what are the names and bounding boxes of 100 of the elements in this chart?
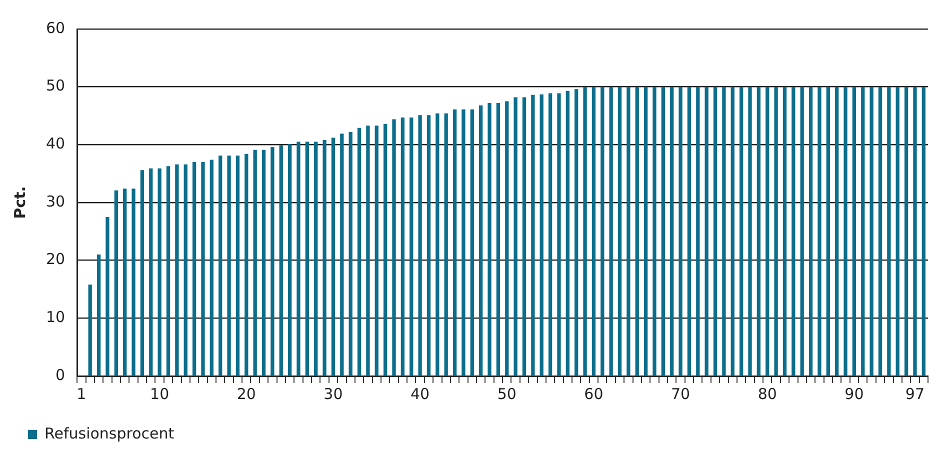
bar <box>210 160 214 376</box>
bar <box>913 86 917 376</box>
bar <box>505 101 509 376</box>
bar <box>618 86 622 376</box>
bar <box>340 134 344 376</box>
bar <box>288 144 292 376</box>
x-tick-label: 10 <box>150 384 170 403</box>
y-tick-label: 20 <box>46 250 66 268</box>
bar <box>670 86 674 376</box>
bar <box>609 86 613 376</box>
bar <box>652 86 656 376</box>
bar <box>479 105 483 376</box>
x-tick-label: 97 <box>905 384 925 403</box>
bar <box>470 109 474 376</box>
x-tick-label: 30 <box>324 384 343 403</box>
x-tick-label: 90 <box>844 384 864 403</box>
bar <box>782 86 787 376</box>
bar <box>626 86 630 376</box>
bar <box>557 93 561 376</box>
x-tick-label: 50 <box>497 384 516 403</box>
bar <box>426 115 431 376</box>
y-tick-label: 50 <box>46 76 66 95</box>
bar <box>410 117 414 376</box>
bar <box>418 115 422 376</box>
bar <box>322 140 326 376</box>
bar <box>844 86 848 376</box>
y-tick-label: 10 <box>46 308 66 326</box>
bar <box>374 126 378 376</box>
x-tick-label: 40 <box>410 384 430 403</box>
y-tick-label: 0 <box>56 366 66 384</box>
bar <box>566 90 570 376</box>
x-tick-label: 80 <box>758 384 777 403</box>
bar <box>548 93 552 376</box>
bar <box>514 97 518 376</box>
bar <box>296 142 300 376</box>
bar <box>904 86 908 376</box>
bar <box>314 142 318 376</box>
bar <box>896 86 900 376</box>
bar <box>826 86 830 376</box>
bar <box>600 86 604 376</box>
x-tick-label: 70 <box>670 384 690 403</box>
bar <box>452 109 457 376</box>
bar <box>878 86 882 376</box>
bar <box>175 164 179 376</box>
bar <box>687 86 692 376</box>
bar <box>149 168 153 376</box>
bar <box>887 86 891 376</box>
bar <box>132 188 136 376</box>
bar <box>496 103 500 376</box>
bar <box>644 86 648 376</box>
bar <box>739 86 744 376</box>
bar <box>366 126 370 376</box>
bar <box>392 119 396 376</box>
bar <box>192 162 196 376</box>
bar <box>635 86 639 376</box>
bar <box>305 142 310 376</box>
bar <box>158 168 162 376</box>
bar <box>236 156 240 376</box>
x-tick-label: 20 <box>236 384 256 403</box>
bar <box>722 86 726 376</box>
legend-label: Refusionsprocent <box>44 424 174 442</box>
bar <box>592 86 596 376</box>
bar <box>661 86 665 376</box>
bar <box>218 156 222 376</box>
bar <box>436 113 440 376</box>
bar <box>166 166 170 376</box>
bar <box>253 150 257 376</box>
bar <box>279 145 283 376</box>
bar <box>106 216 110 376</box>
bar <box>96 254 101 376</box>
bar <box>835 86 839 376</box>
bar <box>818 86 822 376</box>
bar <box>201 162 205 376</box>
bar <box>462 109 466 376</box>
y-axis-title: Pct. <box>10 186 29 219</box>
bar <box>792 86 796 376</box>
bar <box>348 132 352 376</box>
bar <box>270 146 274 376</box>
bar <box>852 86 856 376</box>
bar <box>331 138 336 376</box>
bar <box>704 86 708 376</box>
y-tick-label: 30 <box>46 192 66 210</box>
bar <box>808 86 813 376</box>
y-tick-label: 60 <box>46 18 66 37</box>
bar <box>88 284 92 376</box>
bar <box>357 128 362 376</box>
bar <box>678 86 682 376</box>
bar <box>800 86 804 376</box>
bar <box>730 86 734 376</box>
bar <box>922 86 926 376</box>
bar <box>583 86 587 376</box>
bar <box>244 154 248 376</box>
bar <box>140 170 144 376</box>
bar <box>400 117 405 376</box>
bar <box>123 188 127 376</box>
x-tick-label: 60 <box>584 384 604 403</box>
bar <box>748 86 752 376</box>
y-tick-label: 40 <box>46 134 66 153</box>
bar <box>774 86 778 376</box>
bar <box>540 94 544 376</box>
